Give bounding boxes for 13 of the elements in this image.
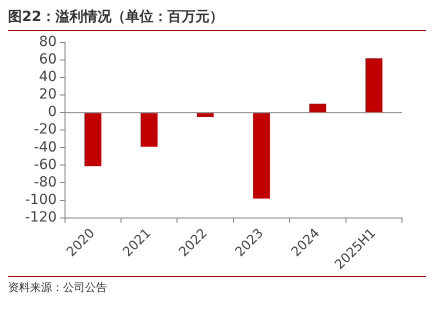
y-tick-label: 60 (38, 52, 57, 68)
y-tick-label: 40 (38, 69, 57, 86)
y-tick-label: -80 (34, 174, 57, 190)
y-tick-label: -20 (34, 122, 57, 138)
y-tick-label: -120 (24, 209, 57, 226)
text: 资料来源：公司公告 (8, 280, 108, 295)
y-tick-label: 0 (48, 104, 57, 120)
chart-title: 图22：溢利情况（单位：百万元） (8, 8, 426, 31)
y-tick-label: -60 (34, 156, 57, 173)
y-tick-label: 20 (38, 86, 57, 103)
y-tick-label: -40 (34, 139, 57, 156)
y-tick-label: -100 (24, 192, 57, 208)
y-tick-label: 80 (38, 34, 57, 50)
